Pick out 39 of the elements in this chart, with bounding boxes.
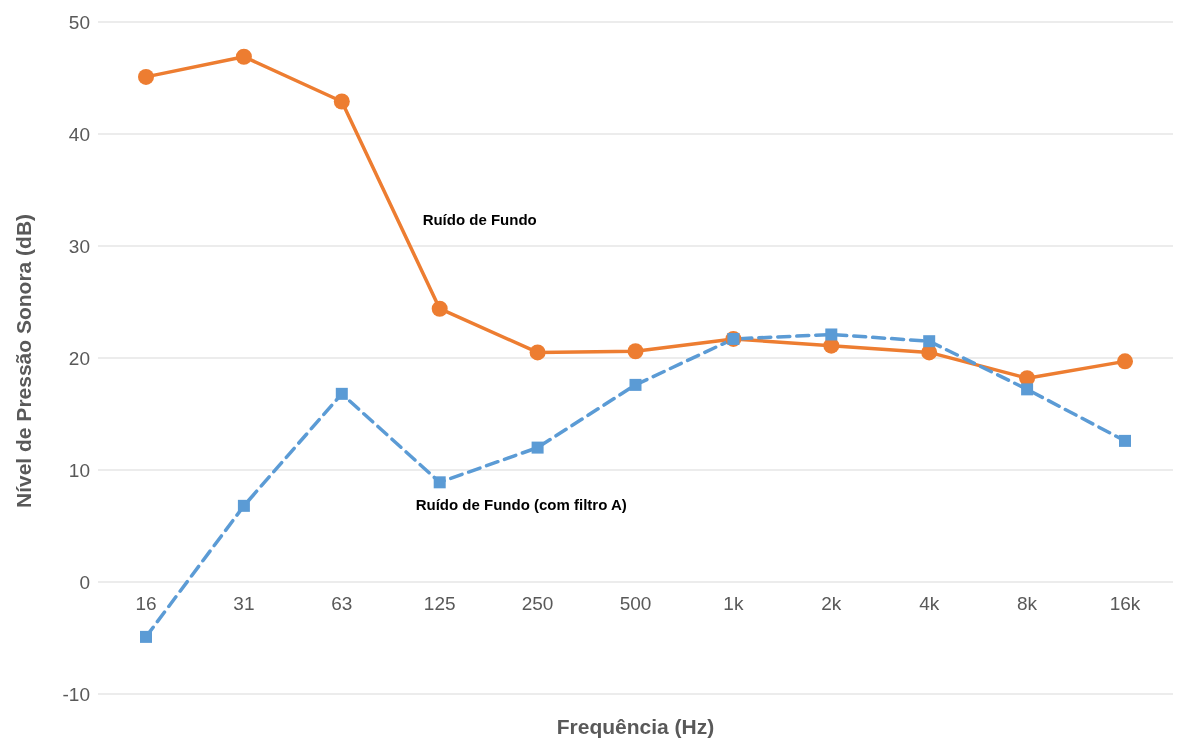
y-tick-label: 10 — [68, 459, 90, 481]
point — [627, 343, 644, 360]
x-tick-label: 16 — [135, 593, 157, 614]
y-axis-title: Nível de Pressão Sonora (dB) — [12, 213, 36, 508]
point — [138, 68, 154, 85]
point — [1117, 353, 1133, 370]
point — [1021, 383, 1034, 396]
x-tick-label: 500 — [619, 593, 652, 614]
point — [1119, 434, 1131, 447]
point — [923, 335, 936, 348]
x-tick-label: 125 — [423, 593, 456, 614]
point — [235, 48, 252, 65]
point — [529, 344, 546, 361]
x-tick-label: 16k — [1109, 593, 1141, 614]
x-tick-label: 2k — [821, 593, 842, 614]
point — [531, 441, 544, 454]
y-tick-label: -10 — [62, 683, 90, 705]
point — [431, 300, 448, 317]
y-tick-label: 40 — [68, 123, 90, 145]
x-tick-label: 63 — [331, 593, 353, 614]
x-tick-label: 1k — [723, 593, 744, 614]
x-tick-label: 250 — [521, 593, 554, 614]
y-tick-label: 20 — [68, 347, 90, 369]
y-tick-label: 0 — [79, 571, 90, 593]
series-label: Ruído de Fundo (com filtro A) — [415, 496, 627, 514]
point — [629, 378, 642, 391]
x-tick-label: 31 — [233, 593, 255, 614]
point — [335, 387, 348, 400]
y-tick-label: 30 — [68, 235, 90, 257]
x-tick-label: 8k — [1017, 593, 1038, 614]
series-label: Ruído de Fundo — [422, 210, 537, 228]
point — [825, 328, 838, 341]
point — [433, 476, 446, 489]
x-axis-title: Frequência (Hz) — [556, 715, 715, 738]
point — [333, 93, 350, 110]
y-tick-label: 50 — [68, 11, 90, 33]
point — [140, 630, 152, 643]
point — [237, 499, 250, 512]
x-tick-label: 4k — [919, 593, 940, 614]
